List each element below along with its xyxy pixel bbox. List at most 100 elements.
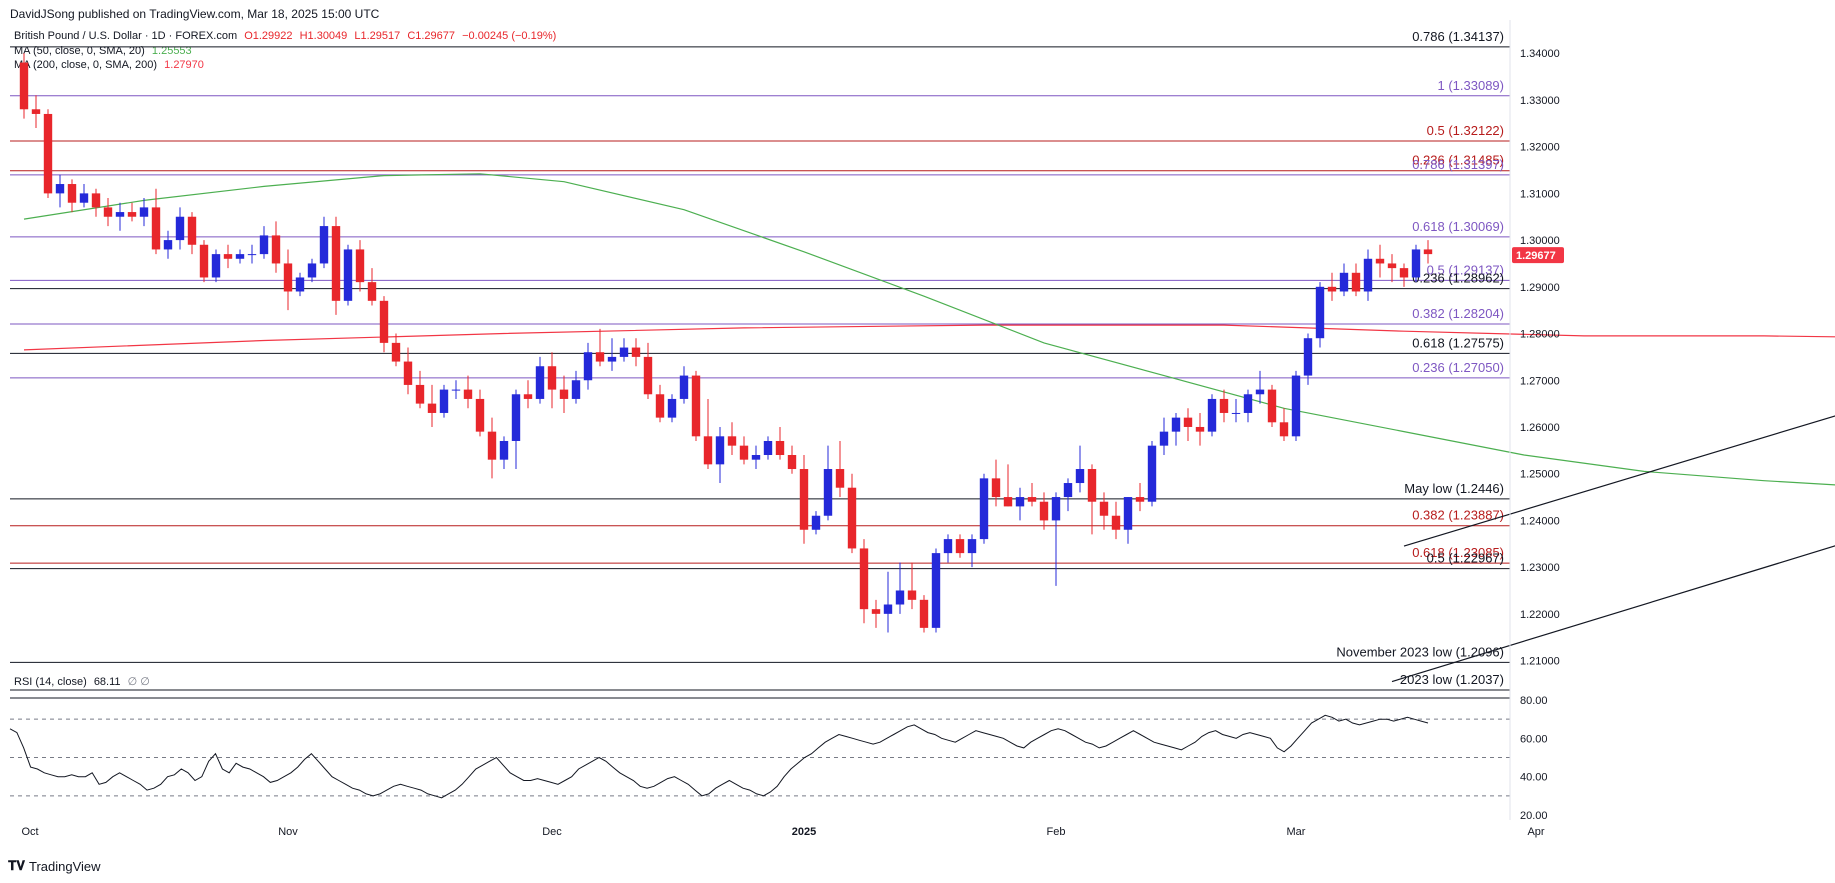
candle[interactable] bbox=[571, 380, 581, 399]
candle[interactable] bbox=[1051, 497, 1061, 521]
candle[interactable] bbox=[1303, 338, 1313, 376]
candle[interactable] bbox=[415, 384, 425, 404]
candle[interactable] bbox=[895, 590, 905, 605]
candle[interactable] bbox=[607, 356, 617, 362]
candle[interactable] bbox=[1291, 375, 1301, 437]
candle[interactable] bbox=[1267, 389, 1277, 423]
candle[interactable] bbox=[883, 604, 893, 614]
candle[interactable] bbox=[379, 300, 389, 343]
candle[interactable] bbox=[655, 394, 665, 418]
candle[interactable] bbox=[91, 193, 101, 208]
candle[interactable] bbox=[475, 398, 485, 432]
candle[interactable] bbox=[715, 436, 725, 465]
candle[interactable] bbox=[295, 277, 305, 292]
rsi-legend[interactable]: RSI (14, close) 68.11 ∅ ∅ bbox=[14, 675, 154, 688]
candle[interactable] bbox=[1015, 497, 1025, 507]
candle[interactable] bbox=[391, 342, 401, 362]
candle[interactable] bbox=[667, 398, 677, 418]
candle[interactable] bbox=[643, 356, 653, 395]
candle[interactable] bbox=[943, 539, 953, 554]
candle[interactable] bbox=[151, 207, 161, 250]
candle[interactable] bbox=[1195, 426, 1205, 432]
candle[interactable] bbox=[175, 216, 185, 241]
candle[interactable] bbox=[763, 440, 773, 456]
candle[interactable] bbox=[1255, 389, 1265, 395]
candle[interactable] bbox=[775, 440, 785, 456]
candle[interactable] bbox=[1231, 412, 1241, 414]
candle[interactable] bbox=[199, 244, 209, 278]
candle[interactable] bbox=[787, 455, 797, 470]
candle[interactable] bbox=[403, 361, 413, 385]
ma200-legend[interactable]: MA (200, close, 0, SMA, 200) 1.27970 bbox=[14, 59, 208, 71]
rsi-line[interactable] bbox=[9, 714, 1429, 799]
candle[interactable] bbox=[751, 455, 761, 460]
candle[interactable] bbox=[43, 113, 53, 194]
candle[interactable] bbox=[559, 389, 569, 399]
candle[interactable] bbox=[343, 249, 353, 301]
candle[interactable] bbox=[259, 235, 269, 255]
candle[interactable] bbox=[247, 254, 257, 256]
candle[interactable] bbox=[679, 375, 689, 399]
candle[interactable] bbox=[1339, 272, 1349, 292]
candle[interactable] bbox=[223, 254, 233, 259]
candle[interactable] bbox=[211, 254, 221, 278]
candle[interactable] bbox=[79, 193, 89, 203]
candle[interactable] bbox=[55, 184, 65, 194]
candle[interactable] bbox=[859, 548, 869, 610]
candle[interactable] bbox=[955, 539, 965, 554]
candle[interactable] bbox=[1351, 272, 1361, 292]
candle[interactable] bbox=[1279, 422, 1289, 437]
ma200-line[interactable] bbox=[23, 324, 1835, 351]
candle[interactable] bbox=[487, 431, 497, 460]
candle[interactable] bbox=[1399, 268, 1409, 278]
candle[interactable] bbox=[1363, 258, 1373, 292]
candle[interactable] bbox=[439, 389, 449, 413]
candle[interactable] bbox=[907, 590, 917, 600]
candle[interactable] bbox=[991, 478, 1001, 498]
candle[interactable] bbox=[1159, 431, 1169, 446]
candle[interactable] bbox=[1411, 249, 1421, 278]
candle[interactable] bbox=[163, 240, 173, 250]
channel-upper-line[interactable] bbox=[1403, 220, 1835, 547]
ma50-line[interactable] bbox=[23, 173, 1835, 492]
candle[interactable] bbox=[931, 553, 941, 628]
candle[interactable] bbox=[967, 539, 977, 554]
candle[interactable] bbox=[127, 212, 137, 217]
candle[interactable] bbox=[463, 389, 473, 399]
candle[interactable] bbox=[31, 109, 41, 114]
candle[interactable] bbox=[139, 207, 149, 217]
candle[interactable] bbox=[67, 184, 77, 203]
candle[interactable] bbox=[235, 254, 245, 259]
candle[interactable] bbox=[511, 394, 521, 441]
channel-lower-line[interactable] bbox=[1391, 351, 1835, 683]
candle[interactable] bbox=[871, 609, 881, 614]
candle[interactable] bbox=[271, 235, 281, 264]
candle[interactable] bbox=[331, 226, 341, 301]
candle[interactable] bbox=[1147, 445, 1157, 502]
candle[interactable] bbox=[367, 282, 377, 301]
candle[interactable] bbox=[595, 352, 605, 362]
candle[interactable] bbox=[283, 263, 293, 292]
candle[interactable] bbox=[1123, 497, 1133, 530]
candle[interactable] bbox=[1063, 483, 1073, 498]
candle[interactable] bbox=[1207, 398, 1217, 432]
candle[interactable] bbox=[307, 263, 317, 278]
candle[interactable] bbox=[1099, 501, 1109, 516]
candle[interactable] bbox=[1027, 497, 1037, 502]
candle[interactable] bbox=[523, 394, 533, 399]
candle[interactable] bbox=[1003, 497, 1013, 507]
candle[interactable] bbox=[583, 352, 593, 381]
candle[interactable] bbox=[1327, 286, 1337, 292]
candle[interactable] bbox=[1243, 394, 1253, 413]
candle[interactable] bbox=[703, 436, 713, 465]
candle[interactable] bbox=[427, 403, 437, 413]
candle[interactable] bbox=[739, 445, 749, 460]
candle[interactable] bbox=[1111, 515, 1121, 530]
candle[interactable] bbox=[1135, 497, 1145, 502]
candle[interactable] bbox=[979, 478, 989, 540]
candle[interactable] bbox=[1087, 469, 1097, 502]
candle[interactable] bbox=[319, 226, 329, 264]
candle[interactable] bbox=[535, 366, 545, 399]
tradingview-footer[interactable]: 𝐓𝐕 TradingView bbox=[8, 858, 101, 874]
